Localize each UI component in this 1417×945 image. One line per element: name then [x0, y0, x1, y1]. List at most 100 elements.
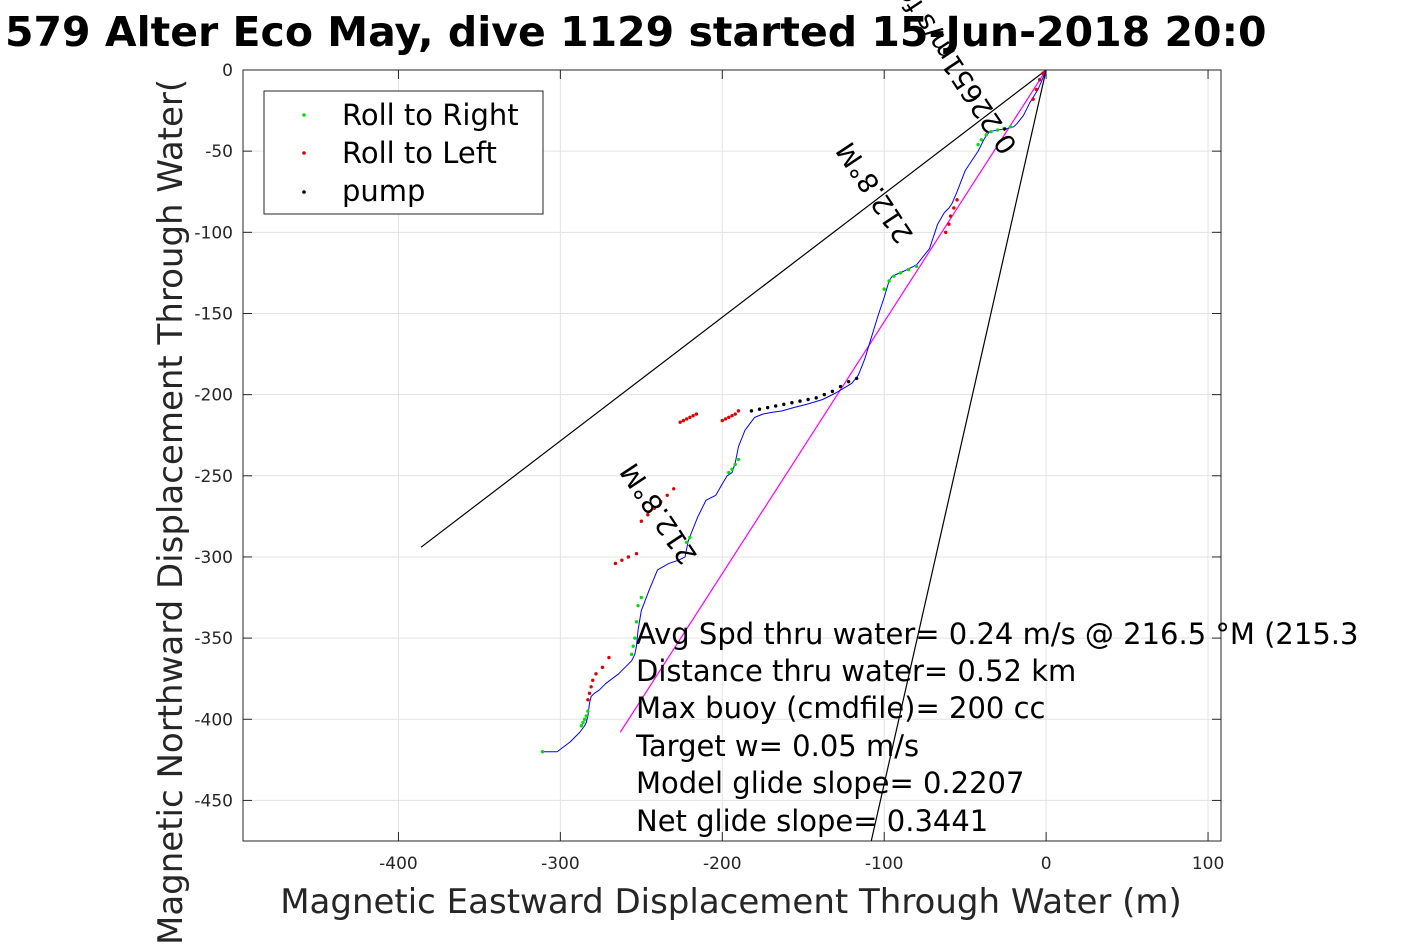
track-layer — [542, 70, 1047, 753]
tick-marks — [243, 69, 1221, 841]
legend-label-pump: pump — [342, 174, 425, 208]
roll-left-point — [955, 198, 959, 202]
axes-box — [242, 69, 1222, 842]
stat-target-w: Target w= 0.05 m/s — [635, 729, 919, 763]
stat-net-glide-slope: Net glide slope= 0.3441 — [636, 804, 988, 838]
roll-right-point — [579, 724, 584, 728]
stat-avg-speed: Avg Spd thru water= 0.24 m/s @ 216.5 °M … — [636, 617, 1358, 651]
roll-right-point — [984, 133, 988, 137]
roll-right-point — [636, 603, 640, 608]
reference-line-1 — [870, 70, 1047, 841]
pump-point — [854, 376, 859, 381]
roll-left-point — [594, 672, 598, 676]
roll-left-point — [720, 418, 724, 423]
roll-right-point — [976, 142, 980, 147]
roll-right-point — [629, 652, 634, 657]
roll-left-point — [607, 655, 611, 660]
roll-left-point — [727, 415, 731, 420]
roll-left-point — [646, 513, 650, 517]
roll-left-point — [1037, 78, 1042, 82]
pump-point — [806, 397, 810, 402]
roll-right-point — [584, 714, 588, 718]
roll-right-point — [887, 279, 891, 283]
roll-left-point — [620, 558, 624, 562]
roll-left-point — [723, 417, 728, 421]
legend: Roll to Right Roll to Left pump — [263, 90, 544, 215]
roll-right-point — [736, 457, 741, 462]
x-axis-label: Magnetic Eastward Displacement Through W… — [280, 882, 1182, 922]
pump-point — [814, 396, 818, 400]
pump-point — [774, 404, 778, 408]
x-tick-label: -100 — [865, 854, 904, 874]
y-tick-label: -400 — [194, 710, 233, 730]
y-tick-label: -450 — [194, 791, 233, 811]
y-axis-label: Magnetic Northward Displacement Through … — [151, 79, 191, 945]
roll-left-point — [634, 552, 639, 556]
roll-right-point — [995, 128, 1000, 132]
stat-model-glide-slope: Model glide slope= 0.2207 — [636, 766, 1024, 800]
roll-left-point — [681, 418, 686, 423]
y-tick-label: 0 — [222, 61, 233, 81]
roll-right-point — [581, 720, 585, 725]
y-tick-label: -100 — [194, 223, 233, 243]
roll-left-point — [639, 519, 644, 523]
roll-right-point — [914, 264, 919, 269]
roll-right-point — [979, 138, 984, 142]
x-tick-labels: -400 -300 -200 -100 0 100 — [379, 854, 1224, 874]
roll-left-point — [733, 412, 737, 416]
roll-right-point — [582, 717, 587, 721]
roll-right-point — [898, 271, 903, 275]
roll-left-point — [691, 414, 695, 418]
reference-line-2 — [619, 70, 1047, 733]
roll-left-point — [1031, 97, 1035, 101]
y-tick-labels: 0 -50 -100 -150 -200 -250 -300 -350 -400 -450 — [194, 61, 233, 811]
roll-left-point — [730, 414, 734, 418]
roll-right-point — [733, 462, 737, 467]
roll-left-point — [684, 417, 689, 421]
reference-line-0 — [420, 70, 1047, 548]
pump-point — [846, 379, 851, 384]
roll-left-point — [652, 506, 656, 510]
roll-right-point — [540, 750, 545, 754]
pump-point — [830, 389, 835, 394]
roll-right-point — [634, 620, 639, 624]
x-tick-label: 0 — [1041, 854, 1052, 874]
roll-right-point — [989, 129, 993, 134]
stat-distance: Distance thru water= 0.52 km — [636, 654, 1076, 688]
y-tick-label: -350 — [194, 629, 233, 649]
legend-marker-pump — [302, 190, 306, 194]
roll-right-point — [639, 595, 644, 600]
roll-left-point — [948, 214, 953, 218]
legend-marker-roll-right — [302, 113, 306, 117]
roll-left-point — [1041, 71, 1045, 75]
roll-left-point — [626, 555, 631, 559]
roll-left-point — [952, 206, 956, 210]
roll-left-point — [600, 665, 605, 670]
legend-label-roll-left: Roll to Left — [342, 136, 497, 170]
roll-right-point — [727, 470, 731, 475]
roll-left-point — [1034, 87, 1039, 92]
x-tick-label: -400 — [379, 854, 418, 874]
roll-left-point — [672, 487, 676, 491]
roll-left-point — [736, 409, 741, 413]
roll-right-point — [730, 467, 734, 471]
chart-title: 579 Alter Eco May, dive 1129 started 15-… — [5, 8, 1267, 56]
x-tick-label: -200 — [703, 854, 742, 874]
roll-left-point — [591, 678, 595, 683]
roll-left-point — [678, 420, 682, 424]
legend-box — [263, 90, 544, 215]
glider-track — [542, 70, 1047, 753]
y-tick-label: -250 — [194, 467, 233, 487]
roll-left-point — [688, 415, 692, 420]
roll-left-point — [947, 222, 951, 226]
y-tick-label: -150 — [194, 304, 233, 324]
y-tick-label: -200 — [194, 386, 233, 406]
roll-right-point — [586, 709, 590, 713]
roll-left-point — [665, 493, 669, 497]
roll-right-point — [631, 644, 635, 648]
marker-layer — [540, 71, 1045, 754]
roll-left-point — [694, 412, 699, 416]
reference-lines — [420, 70, 1047, 841]
roll-right-point — [1008, 125, 1013, 129]
